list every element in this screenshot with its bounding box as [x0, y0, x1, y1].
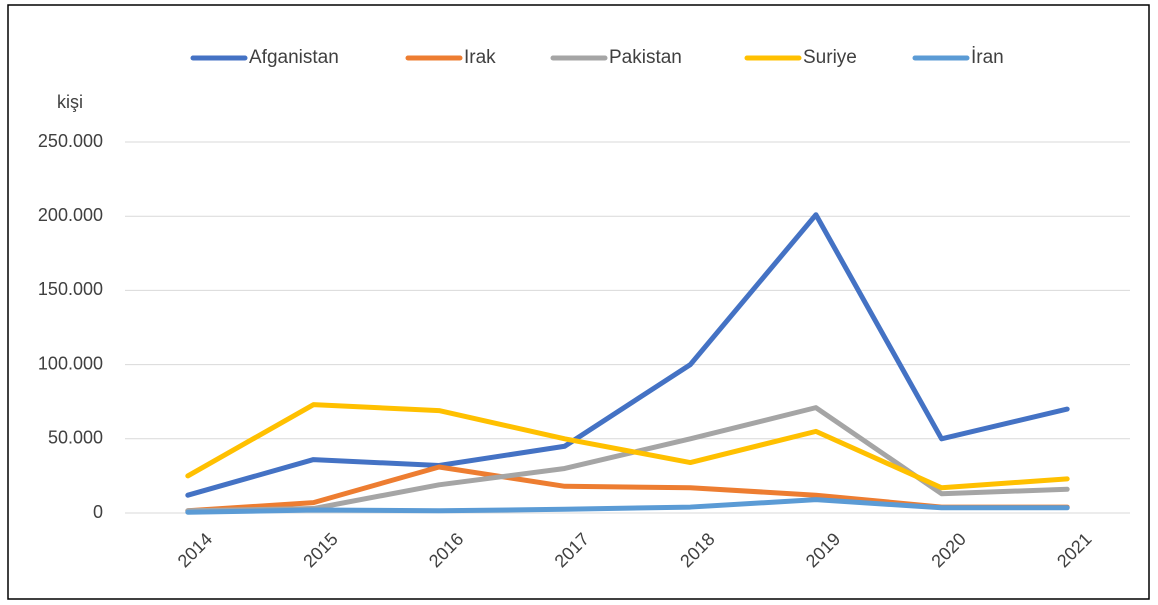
- legend-label: Afganistan: [249, 47, 339, 68]
- legend-label: Pakistan: [609, 47, 682, 68]
- y-tick-label: 50.000: [48, 428, 103, 448]
- legend-label: İran: [971, 47, 1004, 68]
- line: [185, 212, 1070, 498]
- legend-label: Suriye: [803, 47, 857, 68]
- y-tick-label: 150.000: [38, 279, 103, 299]
- y-tick-label: 100.000: [38, 353, 103, 373]
- y-tick-label: 250.000: [38, 131, 103, 151]
- line: [185, 497, 1070, 515]
- y-axis-label: kişi: [57, 92, 83, 112]
- line: [185, 402, 1070, 491]
- y-tick-label: 200.000: [38, 205, 103, 225]
- y-tick-label: 0: [93, 502, 103, 522]
- chart-border: [7, 4, 1150, 600]
- legend-label: Irak: [464, 47, 496, 68]
